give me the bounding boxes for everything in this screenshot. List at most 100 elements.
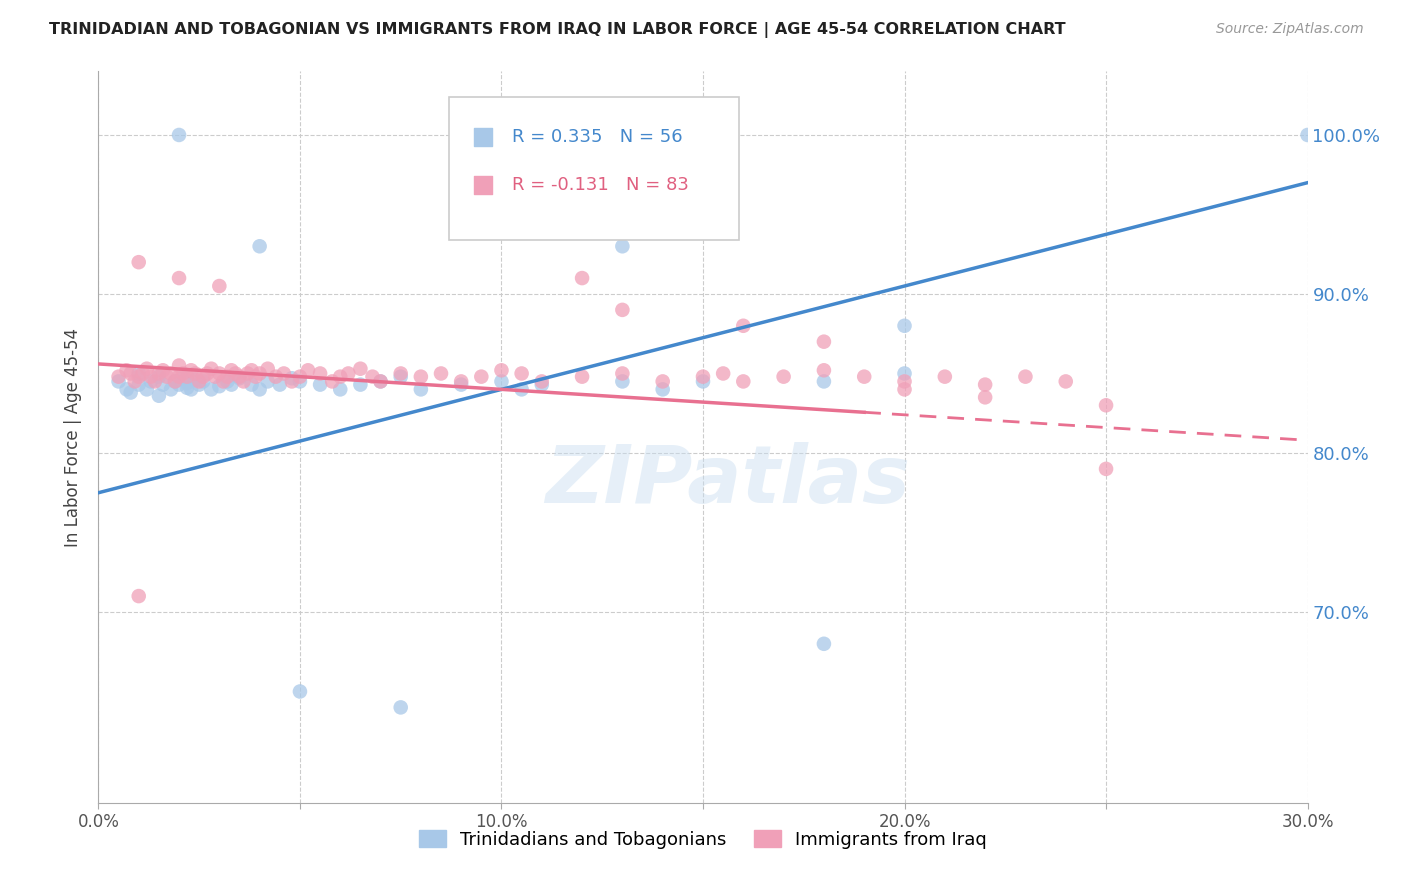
Point bbox=[193, 369, 215, 384]
Point bbox=[934, 369, 956, 384]
Point bbox=[208, 279, 231, 293]
Point bbox=[651, 375, 673, 389]
Point bbox=[893, 375, 915, 389]
Point bbox=[651, 383, 673, 397]
Point bbox=[813, 363, 835, 377]
Point bbox=[281, 371, 304, 385]
Text: Source: ZipAtlas.com: Source: ZipAtlas.com bbox=[1216, 22, 1364, 37]
Point bbox=[167, 128, 190, 142]
Point bbox=[389, 367, 412, 381]
Point bbox=[195, 367, 218, 381]
Point bbox=[974, 377, 997, 392]
Text: ZIPatlas: ZIPatlas bbox=[544, 442, 910, 520]
Point bbox=[135, 383, 157, 397]
Point bbox=[281, 375, 304, 389]
Point bbox=[733, 318, 755, 333]
Point bbox=[228, 369, 250, 384]
Point bbox=[269, 377, 291, 392]
Point bbox=[273, 367, 295, 381]
Point bbox=[288, 375, 311, 389]
Point bbox=[120, 367, 142, 381]
Point bbox=[184, 367, 207, 381]
Point bbox=[208, 367, 231, 381]
Point bbox=[176, 376, 198, 390]
Point bbox=[115, 363, 138, 377]
Text: R = 0.335   N = 56: R = 0.335 N = 56 bbox=[512, 128, 682, 146]
Point bbox=[389, 369, 412, 384]
Point bbox=[510, 367, 533, 381]
Point bbox=[128, 255, 150, 269]
Legend: Trinidadians and Tobagonians, Immigrants from Iraq: Trinidadians and Tobagonians, Immigrants… bbox=[412, 823, 994, 856]
Point bbox=[240, 363, 263, 377]
Point bbox=[128, 589, 150, 603]
Point bbox=[288, 684, 311, 698]
Point bbox=[1296, 128, 1319, 142]
Point bbox=[264, 369, 287, 384]
Point bbox=[221, 377, 243, 392]
Point bbox=[167, 377, 190, 392]
Point bbox=[370, 375, 392, 389]
Point bbox=[204, 369, 226, 384]
Point bbox=[772, 369, 794, 384]
Point bbox=[249, 367, 271, 381]
Point bbox=[163, 375, 186, 389]
Point bbox=[321, 375, 343, 389]
Point bbox=[107, 375, 129, 389]
Point bbox=[974, 804, 997, 818]
Point bbox=[813, 637, 835, 651]
Point bbox=[813, 334, 835, 349]
Point bbox=[212, 375, 235, 389]
Point bbox=[1054, 375, 1077, 389]
Point bbox=[224, 367, 246, 381]
Point bbox=[692, 369, 714, 384]
Point bbox=[733, 375, 755, 389]
Point bbox=[148, 367, 170, 381]
Point bbox=[612, 302, 634, 317]
Point bbox=[152, 363, 174, 377]
Point bbox=[893, 367, 915, 381]
Point bbox=[491, 375, 513, 389]
Point bbox=[148, 369, 170, 384]
Point bbox=[188, 377, 211, 392]
Point bbox=[208, 379, 231, 393]
Point bbox=[152, 377, 174, 392]
Point bbox=[309, 367, 332, 381]
Point bbox=[510, 383, 533, 397]
Point bbox=[491, 363, 513, 377]
Point bbox=[409, 383, 432, 397]
Point bbox=[692, 375, 714, 389]
Point bbox=[240, 377, 263, 392]
Point bbox=[135, 361, 157, 376]
Point bbox=[156, 369, 179, 384]
Point bbox=[430, 367, 453, 381]
FancyBboxPatch shape bbox=[449, 97, 740, 240]
Point bbox=[167, 359, 190, 373]
Point bbox=[571, 369, 593, 384]
Point bbox=[1369, 375, 1392, 389]
Point bbox=[1369, 271, 1392, 285]
Point bbox=[180, 383, 202, 397]
Point bbox=[160, 367, 183, 381]
Point bbox=[813, 375, 835, 389]
Point bbox=[530, 377, 553, 392]
Point bbox=[132, 367, 155, 381]
Point bbox=[176, 369, 198, 384]
Point bbox=[115, 383, 138, 397]
Point bbox=[450, 375, 472, 389]
Point bbox=[167, 271, 190, 285]
Point bbox=[176, 381, 198, 395]
Point bbox=[329, 369, 352, 384]
Point bbox=[163, 375, 186, 389]
Point bbox=[217, 375, 239, 389]
Point bbox=[180, 363, 202, 377]
Point bbox=[143, 375, 166, 389]
Point bbox=[571, 271, 593, 285]
Point bbox=[329, 383, 352, 397]
Point bbox=[236, 367, 259, 381]
Point bbox=[232, 375, 254, 389]
Point bbox=[893, 318, 915, 333]
Point bbox=[256, 361, 278, 376]
Point bbox=[245, 369, 267, 384]
Point bbox=[297, 363, 319, 377]
Point bbox=[139, 375, 162, 389]
